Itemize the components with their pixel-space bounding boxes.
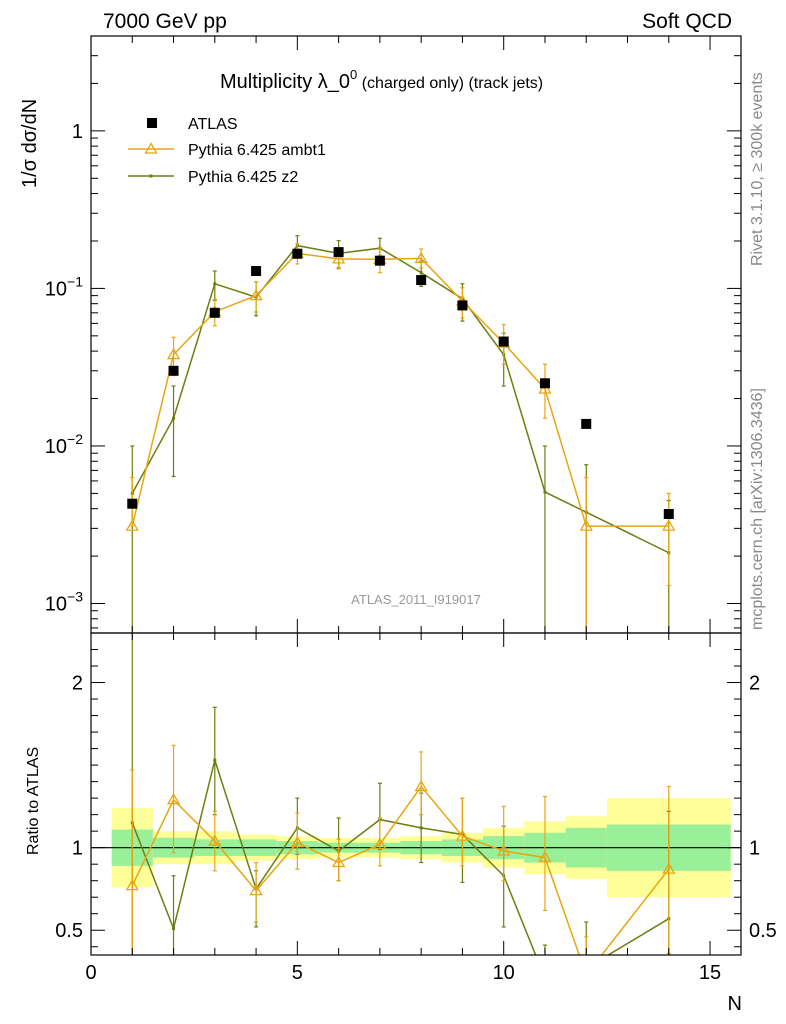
ambt1-point bbox=[414, 251, 428, 264]
z2-point bbox=[419, 271, 423, 275]
main-y-tick-label: 10−3 bbox=[45, 589, 83, 616]
ratio-ambt1-point bbox=[497, 844, 511, 856]
main-y-tick-exp: −2 bbox=[67, 431, 83, 447]
ratio-ambt1-point bbox=[249, 883, 263, 896]
ratio-ambt1-line bbox=[131, 785, 670, 955]
ratio-y-tick-label-right: 2 bbox=[749, 673, 760, 695]
ambt1-point bbox=[331, 252, 346, 264]
ratio-z2-point bbox=[543, 977, 546, 980]
atlas-point bbox=[251, 265, 262, 276]
x-tick-label: 15 bbox=[699, 962, 721, 984]
main-y-tick-base: 10 bbox=[45, 436, 67, 458]
ambt1-point bbox=[662, 519, 676, 531]
ratio-ambt1-point bbox=[662, 862, 676, 874]
z2-point bbox=[213, 282, 217, 286]
ratio-z2-point bbox=[213, 758, 217, 762]
ratio-ambt1-point bbox=[208, 834, 222, 846]
ratio-ambt1-point bbox=[290, 835, 304, 848]
z2-point bbox=[543, 490, 547, 494]
atlas-point bbox=[209, 307, 220, 318]
atlas-point bbox=[292, 248, 303, 259]
ratio-ambt1-point bbox=[581, 969, 592, 979]
ambt1-point bbox=[166, 347, 181, 360]
main-plot-marks bbox=[125, 235, 676, 633]
ratio-plot-marks bbox=[91, 633, 741, 980]
x-tick-label: 5 bbox=[292, 962, 303, 984]
z2-line bbox=[131, 244, 670, 554]
ratio-ambt1-point bbox=[331, 855, 346, 868]
legend: ATLAS Pythia 6.425 ambt1 Pythia 6.425 z2 bbox=[128, 116, 326, 186]
atlas-point bbox=[168, 365, 179, 376]
atlas-point bbox=[663, 509, 674, 520]
main-y-tick-base: 1 bbox=[72, 121, 83, 143]
main-y-tick-base: 10 bbox=[45, 594, 67, 616]
ratio-ambt1-point bbox=[373, 837, 387, 850]
x-axis-label: N bbox=[728, 993, 742, 1015]
ratio-ambt1-point bbox=[166, 792, 181, 805]
title-main: Multiplicity λ_0 bbox=[220, 71, 350, 93]
ratio-ambt1-point bbox=[455, 829, 470, 841]
legend-atlas-label: ATLAS bbox=[188, 116, 238, 133]
ambt1-line bbox=[131, 252, 669, 527]
ratio-ambt1-point bbox=[538, 850, 552, 863]
legend-z2-label: Pythia 6.425 z2 bbox=[188, 169, 298, 186]
atlas-point bbox=[127, 498, 138, 509]
ambt1-point bbox=[249, 288, 263, 301]
z2-point bbox=[172, 416, 176, 420]
ambt1-point bbox=[579, 519, 593, 531]
mcplots-label: mcplots.cern.ch [arXiv:1306.3436] bbox=[749, 388, 766, 630]
main-ylabel: 1/σ dσ/dN bbox=[19, 99, 41, 188]
legend-atlas-marker bbox=[147, 118, 157, 128]
ratio-y-tick-label-left: 0.5 bbox=[55, 920, 83, 942]
main-y-tick-label: 10−1 bbox=[45, 273, 83, 300]
atlas-point bbox=[539, 378, 550, 389]
title-suffix: (charged only) (track jets) bbox=[357, 75, 543, 92]
ambt1-point bbox=[125, 519, 139, 531]
ratio-z2-point bbox=[172, 927, 176, 931]
plot-title: Multiplicity λ_00 (charged only) (track … bbox=[220, 67, 543, 93]
title-sup: 0 bbox=[350, 67, 357, 82]
ratio-y-tick-label-right: 0.5 bbox=[749, 920, 777, 942]
header-left: 7000 GeV pp bbox=[103, 10, 227, 33]
ratio-frame bbox=[90, 632, 742, 956]
atlas-point bbox=[374, 255, 385, 266]
analysis-watermark: ATLAS_2011_I919017 bbox=[351, 592, 481, 607]
axes: 10−310−210−110.5 0.51 12 20 5 10 15 bbox=[45, 35, 777, 984]
rivet-label: Rivet 3.1.10, ≥ 300k events bbox=[749, 72, 766, 266]
atlas-point bbox=[416, 275, 427, 286]
ratio-y-tick-label-right: 1 bbox=[749, 838, 760, 860]
atlas-point bbox=[457, 300, 468, 311]
atlas-point bbox=[581, 418, 592, 429]
legend-ambt1-label: Pythia 6.425 ambt1 bbox=[188, 142, 326, 159]
atlas-point bbox=[333, 247, 344, 258]
ratio-z2-point bbox=[419, 826, 423, 830]
ratio-z2-point bbox=[585, 967, 588, 970]
ratio-y-tick-label-left: 2 bbox=[72, 673, 83, 695]
ratio-ambt1-point bbox=[414, 779, 428, 792]
main-y-tick-exp: −3 bbox=[67, 589, 83, 605]
x-tick-label: 10 bbox=[493, 962, 515, 984]
legend-ambt1-marker bbox=[144, 142, 158, 154]
header-right: Soft QCD bbox=[642, 10, 732, 33]
legend-z2-marker bbox=[149, 174, 153, 178]
main-y-tick-exp: −1 bbox=[67, 273, 83, 289]
main-y-tick-label: 1 bbox=[72, 121, 83, 143]
ratio-ylabel: Ratio to ATLAS bbox=[25, 747, 42, 855]
ratio-ambt1-point bbox=[125, 878, 139, 891]
main-y-tick-base: 10 bbox=[45, 278, 67, 300]
atlas-point bbox=[498, 336, 509, 347]
x-tick-label: 0 bbox=[85, 962, 96, 984]
main-y-tick-label: 10−2 bbox=[45, 431, 83, 458]
ratio-y-tick-label-left: 1 bbox=[72, 838, 83, 860]
